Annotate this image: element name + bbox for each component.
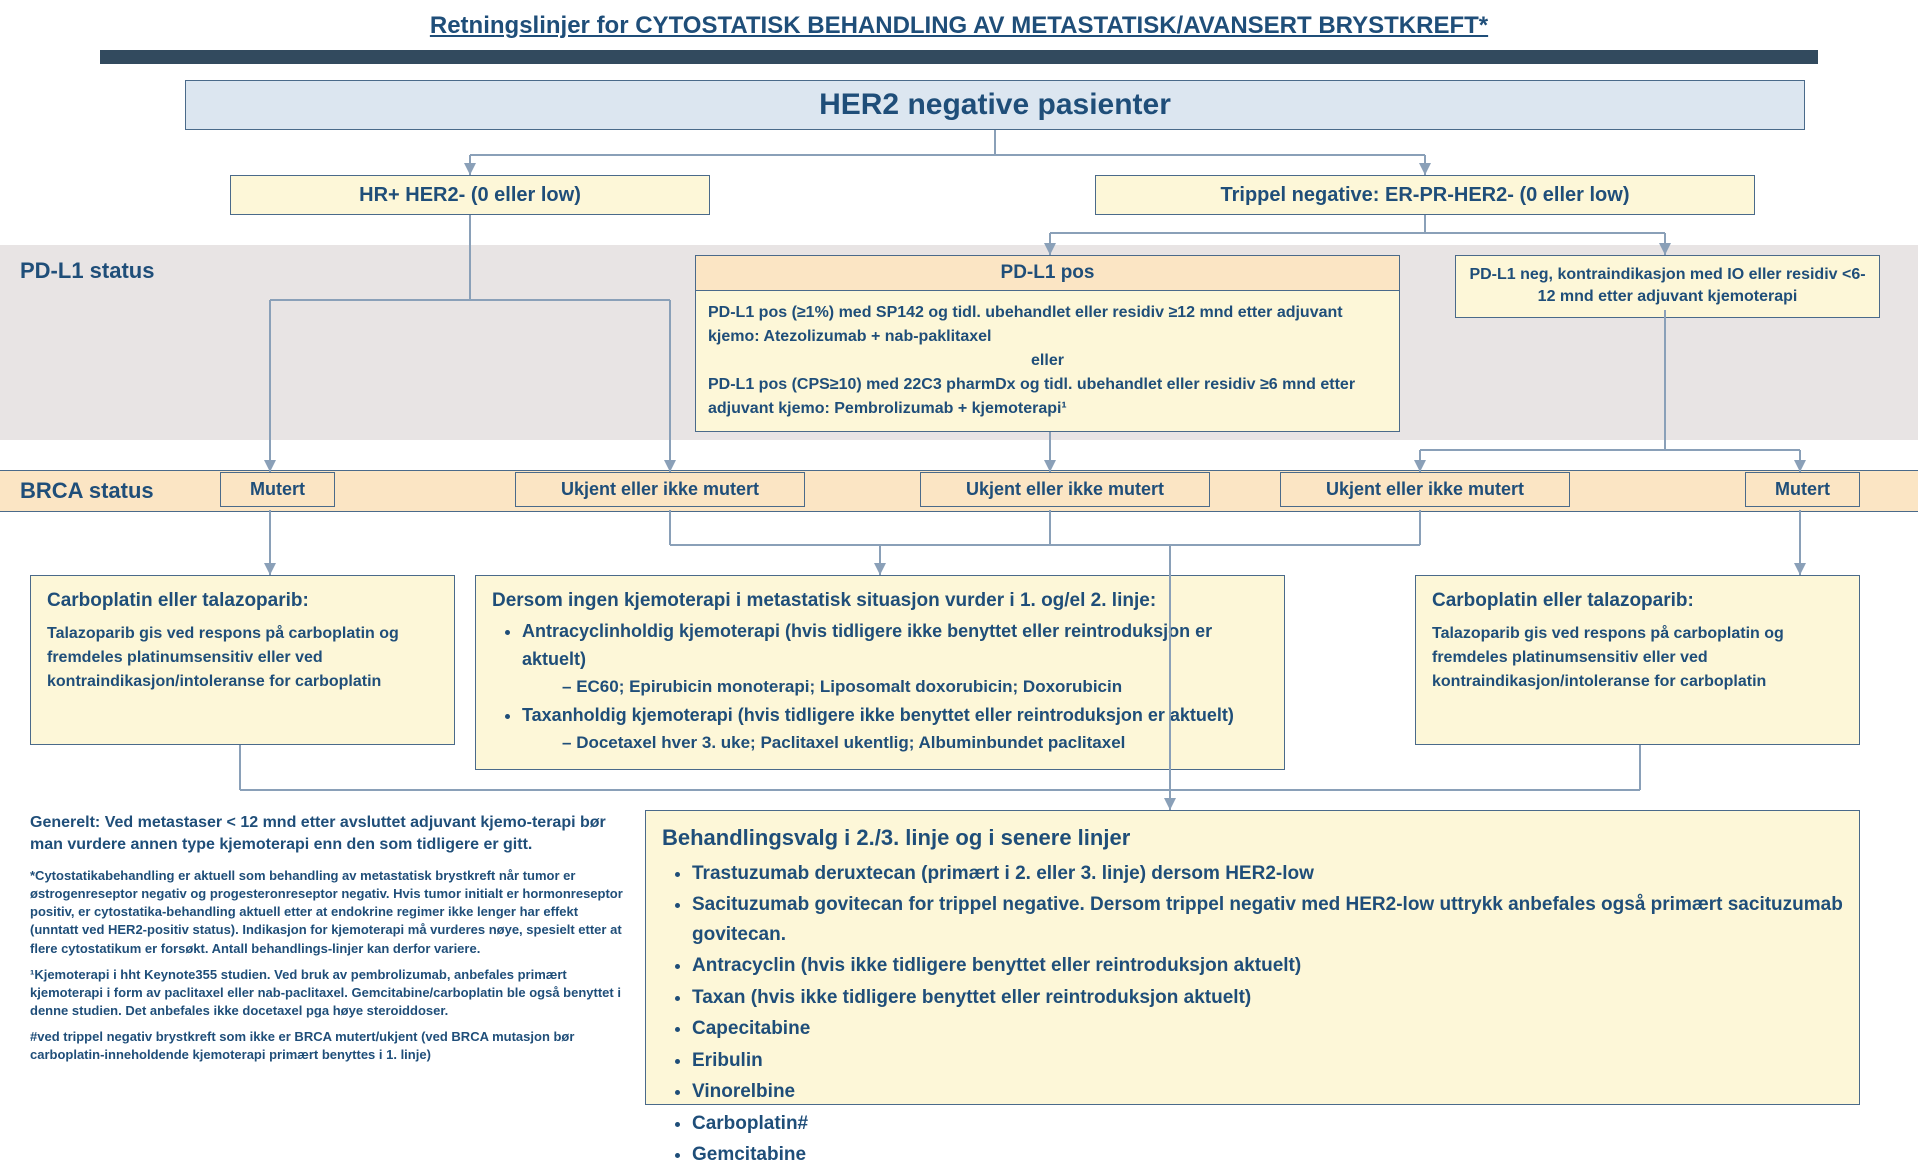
chemo-b1: Antracyclinholdig kjemoterapi (hvis tidl… bbox=[522, 618, 1268, 700]
later-item-2: Antracyclin (hvis ikke tidligere benytte… bbox=[692, 951, 1843, 980]
pdl1-line2: PD-L1 pos (CPS≥10) med 22C3 pharmDx og t… bbox=[708, 373, 1387, 421]
carbotala-title-l: Carboplatin eller talazoparib: bbox=[47, 590, 438, 612]
foot-f3: #ved trippel negativ brystkreft som ikke… bbox=[30, 1028, 630, 1064]
pdl1-pos-box: PD-L1 pos PD-L1 pos (≥1%) med SP142 og t… bbox=[695, 255, 1400, 432]
treatment-chemo-center: Dersom ingen kjemoterapi i metastatisk s… bbox=[475, 575, 1285, 770]
pdl1-pos-header: PD-L1 pos bbox=[696, 256, 1399, 291]
later-header: Behandlingsvalg i 2./3. linje og i sener… bbox=[662, 825, 1843, 851]
treatment-carbotala-left: Carboplatin eller talazoparib: Talazopar… bbox=[30, 575, 455, 745]
pdl1-or: eller bbox=[708, 349, 1387, 373]
carbotala-body-r: Talazoparib gis ved respons på carboplat… bbox=[1432, 622, 1843, 694]
later-lines-box: Behandlingsvalg i 2./3. linje og i sener… bbox=[645, 810, 1860, 1105]
chemo-b2s: – Docetaxel hver 3. uke; Paclitaxel uken… bbox=[522, 730, 1268, 756]
page-title: Retningslinjer for CYTOSTATISK BEHANDLIN… bbox=[0, 0, 1918, 40]
later-item-1: Sacituzumab govitecan for trippel negati… bbox=[692, 890, 1843, 949]
later-item-5: Eribulin bbox=[692, 1046, 1843, 1075]
carbotala-title-r: Carboplatin eller talazoparib: bbox=[1432, 590, 1843, 612]
later-item-3: Taxan (hvis ikke tidligere benyttet elle… bbox=[692, 983, 1843, 1012]
later-item-0: Trastuzumab deruxtecan (primært i 2. ell… bbox=[692, 859, 1843, 888]
foot-f2: ¹Kjemoterapi i hht Keynote355 studien. V… bbox=[30, 966, 630, 1021]
later-item-6: Vinorelbine bbox=[692, 1077, 1843, 1106]
brca-label: BRCA status bbox=[20, 478, 154, 504]
footnotes: Generelt: Ved metastaser < 12 mnd etter … bbox=[30, 812, 630, 1065]
chemo-b1s: – EC60; Epirubicin monoterapi; Liposomal… bbox=[522, 674, 1268, 700]
subtype-right: Trippel negative: ER-PR-HER2- (0 eller l… bbox=[1095, 175, 1755, 215]
later-item-4: Capecitabine bbox=[692, 1014, 1843, 1043]
pdl1-line1: PD-L1 pos (≥1%) med SP142 og tidl. ubeha… bbox=[708, 301, 1387, 349]
chemo-header: Dersom ingen kjemoterapi i metastatisk s… bbox=[492, 590, 1268, 612]
subtype-left: HR+ HER2- (0 eller low) bbox=[230, 175, 710, 215]
brca-cell-4: Mutert bbox=[1745, 472, 1860, 507]
title-bar bbox=[100, 50, 1818, 64]
brca-cell-2: Ukjent eller ikke mutert bbox=[920, 472, 1210, 507]
pdl1-pos-content: PD-L1 pos (≥1%) med SP142 og tidl. ubeha… bbox=[696, 291, 1399, 431]
pdl1-label: PD-L1 status bbox=[20, 258, 154, 284]
brca-cell-0: Mutert bbox=[220, 472, 335, 507]
pdl1-neg-box: PD-L1 neg, kontraindikasjon med IO eller… bbox=[1455, 255, 1880, 318]
chemo-b2: Taxanholdig kjemoterapi (hvis tidligere … bbox=[522, 702, 1268, 756]
foot-lead: Generelt: Ved metastaser < 12 mnd etter … bbox=[30, 812, 630, 857]
later-list: Trastuzumab deruxtecan (primært i 2. ell… bbox=[662, 859, 1843, 1169]
main-header: HER2 negative pasienter bbox=[185, 80, 1805, 130]
later-item-8: Gemcitabine bbox=[692, 1140, 1843, 1169]
brca-cell-1: Ukjent eller ikke mutert bbox=[515, 472, 805, 507]
foot-f1: *Cytostatikabehandling er aktuell som be… bbox=[30, 867, 630, 958]
treatment-carbotala-right: Carboplatin eller talazoparib: Talazopar… bbox=[1415, 575, 1860, 745]
brca-cell-3: Ukjent eller ikke mutert bbox=[1280, 472, 1570, 507]
carbotala-body-l: Talazoparib gis ved respons på carboplat… bbox=[47, 622, 438, 694]
later-item-7: Carboplatin# bbox=[692, 1109, 1843, 1138]
